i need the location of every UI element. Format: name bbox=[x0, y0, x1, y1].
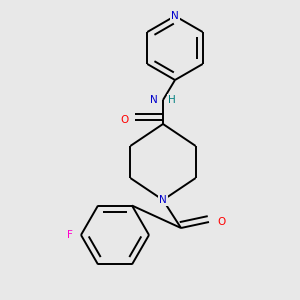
Text: O: O bbox=[121, 115, 129, 125]
Text: F: F bbox=[67, 230, 73, 240]
Text: N: N bbox=[171, 11, 179, 21]
Text: O: O bbox=[217, 217, 225, 227]
Text: H: H bbox=[168, 95, 176, 105]
Text: N: N bbox=[159, 195, 167, 205]
Text: N: N bbox=[150, 95, 158, 105]
